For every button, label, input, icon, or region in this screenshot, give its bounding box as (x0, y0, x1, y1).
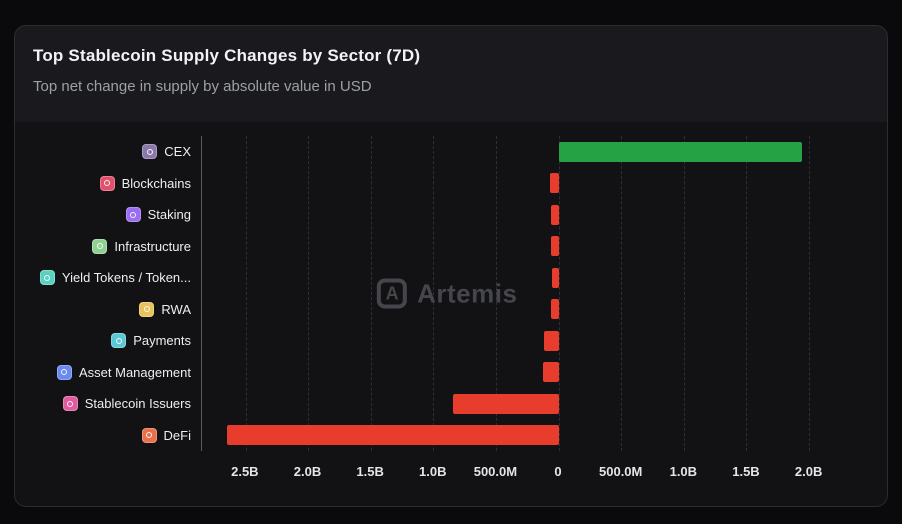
x-tick-label: 2.0B (293, 464, 322, 479)
category-label: Infrastructure (114, 238, 191, 254)
chart-section: CEX Blockchains Staking Infrastructure Yield… (15, 122, 887, 506)
category-row: CEX (29, 136, 201, 168)
bar-yield-tokens-token[interactable] (551, 267, 559, 288)
category-row: Payments (29, 325, 201, 357)
x-tick-label: 500.0M (599, 464, 643, 479)
infrastructure-icon (92, 238, 108, 254)
bar-payments[interactable] (544, 330, 559, 351)
cex-icon (142, 144, 158, 160)
page-title: Top Stablecoin Supply Changes by Sector … (33, 46, 421, 65)
bar-chart: CEX Blockchains Staking Infrastructure Yield… (29, 136, 865, 488)
x-tick-label: 0 (554, 464, 562, 479)
bar-staking[interactable] (551, 204, 559, 225)
bar-infrastructure[interactable] (551, 236, 559, 257)
gridline (433, 136, 435, 451)
plot-area: A Artemis (201, 136, 865, 451)
x-tick-label: 500.0M (473, 464, 518, 479)
category-label: Asset Management (78, 364, 191, 380)
bar-cex[interactable] (558, 141, 803, 162)
icon-glyph (67, 400, 74, 407)
gridline (621, 136, 623, 451)
category-row: Staking (29, 199, 201, 231)
icon-glyph (44, 274, 51, 281)
category-label: Staking (147, 207, 191, 223)
x-tick-label: 1.0B (669, 464, 698, 479)
x-tick-label: 2.0B (794, 464, 823, 479)
gridline (245, 136, 247, 451)
stablecoin-issuers-icon (62, 396, 78, 412)
yield-tokens-icon (39, 270, 55, 286)
defi-icon (141, 427, 157, 443)
page-subtitle: Top net change in supply by absolute val… (33, 78, 372, 95)
icon-glyph (143, 306, 150, 313)
x-tick-label: 1.5B (356, 464, 384, 479)
chart-card: Top Stablecoin Supply Changes by Sector … (14, 25, 888, 507)
x-tick-label: 1.0B (419, 464, 447, 479)
category-row: Yield Tokens / Token... (29, 262, 201, 294)
category-row: DeFi (29, 420, 201, 452)
category-label: DeFi (163, 427, 191, 443)
category-row: RWA (29, 294, 201, 326)
x-axis: 2.5B 2.0B 1.5B 1.0B 500.0M 0 500.0M 1.0B 1.5B 2.0… (201, 460, 865, 484)
gridline (683, 136, 685, 451)
icon-glyph (130, 211, 137, 218)
category-label: Blockchains (121, 175, 191, 191)
payments-icon (111, 333, 127, 349)
category-label: RWA (161, 301, 191, 317)
gridline (808, 136, 810, 451)
icon-glyph (96, 243, 103, 250)
icon-glyph (104, 180, 111, 187)
category-row: Blockchains (29, 168, 201, 200)
icon-glyph (115, 337, 122, 344)
icon-glyph (146, 432, 153, 439)
category-row: Asset Management (29, 357, 201, 389)
category-row: Stablecoin Issuers (29, 388, 201, 420)
artemis-logo-icon: A (377, 278, 408, 309)
category-row: Infrastructure (29, 231, 201, 263)
x-tick-label: 1.5B (732, 464, 760, 479)
icon-glyph (61, 369, 68, 376)
bar-asset-management[interactable] (542, 362, 559, 383)
bar-rwa[interactable] (551, 299, 559, 320)
bar-stablecoin-issuers[interactable] (453, 393, 559, 414)
gridline (308, 136, 310, 451)
asset-management-icon (56, 364, 72, 380)
category-label: CEX (164, 144, 191, 160)
category-label: Stablecoin Issuers (84, 396, 191, 412)
category-labels: CEX Blockchains Staking Infrastructure Yield… (29, 136, 201, 451)
bar-defi[interactable] (227, 425, 559, 446)
gridline (370, 136, 372, 451)
rwa-icon (139, 301, 155, 317)
watermark-text: Artemis (417, 278, 518, 308)
card-header: Top Stablecoin Supply Changes by Sector … (15, 26, 887, 109)
category-label: Yield Tokens / Token... (61, 270, 191, 286)
category-label: Payments (133, 333, 191, 349)
gridline (495, 136, 497, 451)
blockchains-icon (99, 175, 115, 191)
bar-blockchains[interactable] (550, 173, 559, 194)
staking-icon (125, 207, 141, 223)
gridline (746, 136, 748, 451)
icon-glyph (146, 148, 153, 155)
gridline (558, 136, 560, 451)
x-tick-label: 2.5B (231, 464, 259, 479)
